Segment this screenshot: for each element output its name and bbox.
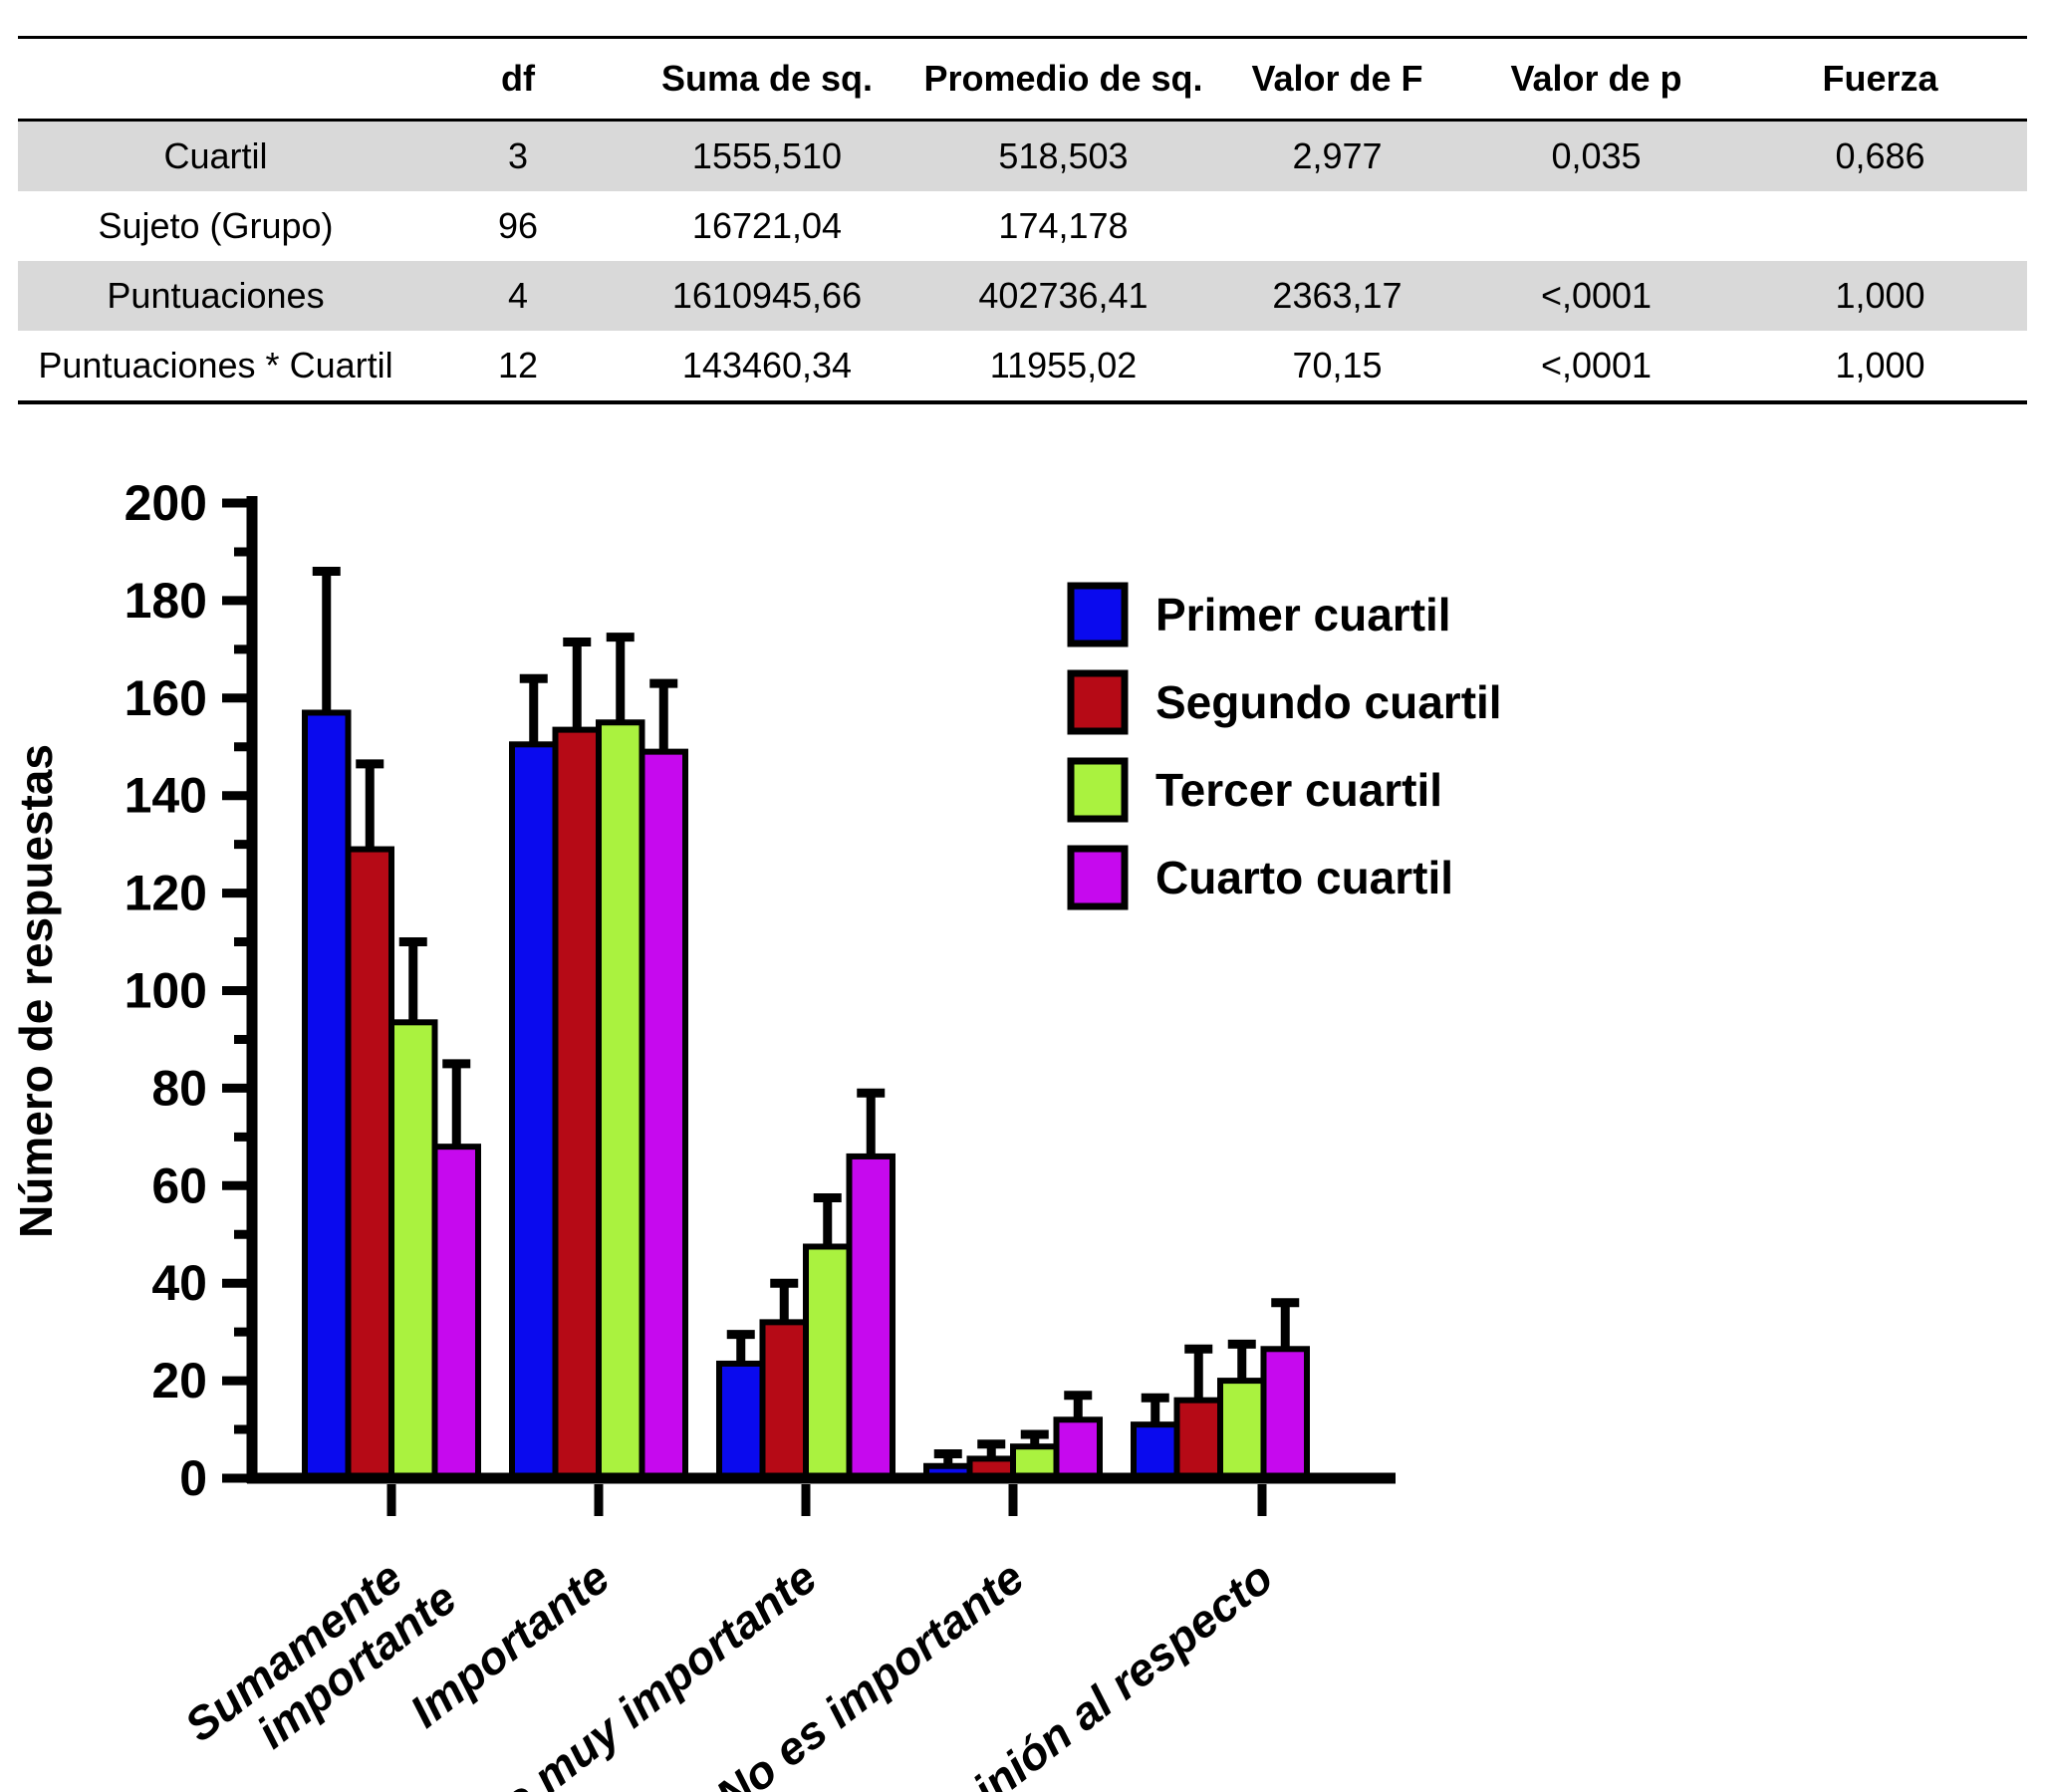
table-header-cell: df [501,58,535,100]
table-cell: 1610945,66 [671,275,863,317]
y-tick-label: 20 [151,1353,207,1408]
table-header-row: df Suma de sq. Promedio de sq. Valor de F Va… [18,39,2027,122]
table-row: Puntuaciones 4 1610945,66 402736,41 2363,17 <… [18,261,2027,331]
table-cell: 0,035 [1551,135,1642,177]
bar [846,1152,895,1482]
table-cell: 16721,04 [691,205,843,247]
table-row-label: Puntuaciones [107,275,325,317]
table-cell: 402736,41 [978,275,1149,317]
table-cell: 70,15 [1292,345,1383,386]
anova-table: df Suma de sq. Promedio de sq. Valor de F Va… [18,36,2027,404]
table-cell: 518,503 [998,135,1129,177]
bar [1131,1421,1180,1482]
table-cell: 3 [507,135,529,177]
bar [302,709,352,1481]
bar [1217,1378,1267,1481]
y-tick-label: 60 [151,1157,207,1213]
table-row: Cuartil 3 1555,510 518,503 2,977 0,035 0,686 [18,122,2027,191]
table-cell: 174,178 [998,205,1129,247]
y-tick-label: 0 [179,1450,207,1506]
bar [1260,1346,1310,1481]
legend-label: Tercer cuartil [1155,764,1442,816]
table-header-cell: Promedio de sq. [923,58,1203,100]
bar [552,726,602,1481]
table-cell: <,0001 [1540,275,1653,317]
table-cell: 11955,02 [989,345,1138,386]
y-axis-title: Número de respuestas [10,744,62,1238]
table-header-cell: Fuerza [1822,58,1938,100]
table-cell: 1555,510 [691,135,843,177]
table-cell: 2363,17 [1272,275,1403,317]
bar [639,748,688,1481]
legend-label: Primer cuartil [1155,589,1451,640]
legend-label: Segundo cuartil [1155,676,1502,728]
table-cell: 143460,34 [681,345,853,386]
bar [1173,1397,1223,1482]
y-tick-label: 120 [125,866,207,921]
legend-swatch [1067,582,1129,647]
table-row-label: Cuartil [163,135,268,177]
bar [803,1243,853,1482]
bar [345,846,394,1481]
table-cell: 4 [507,275,529,317]
table-cell: <,0001 [1540,345,1653,386]
y-tick-label: 40 [151,1255,207,1311]
legend-label: Cuarto cuartil [1155,852,1453,903]
y-tick-label: 140 [125,768,207,824]
bar [1053,1416,1103,1482]
table-cell: 96 [497,205,539,247]
table-header-cell: Suma de sq. [660,58,874,100]
table-row-label: Sujeto (Grupo) [98,205,334,247]
bar [759,1319,809,1481]
table-row-label: Puntuaciones * Cuartil [38,345,393,386]
y-tick-label: 80 [151,1060,207,1116]
table-cell: 1,000 [1835,345,1925,386]
y-tick-label: 160 [125,670,207,726]
legend-swatch [1067,757,1129,823]
table-row: Puntuaciones * Cuartil 12 143460,34 11955,0… [18,331,2027,400]
table-cell: 1,000 [1835,275,1925,317]
y-tick-label: 200 [125,475,207,531]
table-header-cell: Valor de F [1251,58,1423,100]
bar [596,719,645,1481]
y-tick-label: 180 [125,573,207,629]
table-row: Sujeto (Grupo) 96 16721,04 174,178 [18,191,2027,261]
y-tick-label: 100 [125,963,207,1019]
x-tick-label: Sumamenteimportante [175,1532,466,1790]
legend-swatch [1067,845,1129,910]
legend-swatch [1067,669,1129,735]
bar [388,1019,438,1481]
table-cell: 0,686 [1835,135,1925,177]
table-cell: 12 [497,345,539,386]
bar [509,741,559,1481]
bar [431,1144,481,1481]
bar [716,1360,766,1482]
table-header-cell: Valor de p [1510,58,1682,100]
table-cell: 2,977 [1292,135,1383,177]
